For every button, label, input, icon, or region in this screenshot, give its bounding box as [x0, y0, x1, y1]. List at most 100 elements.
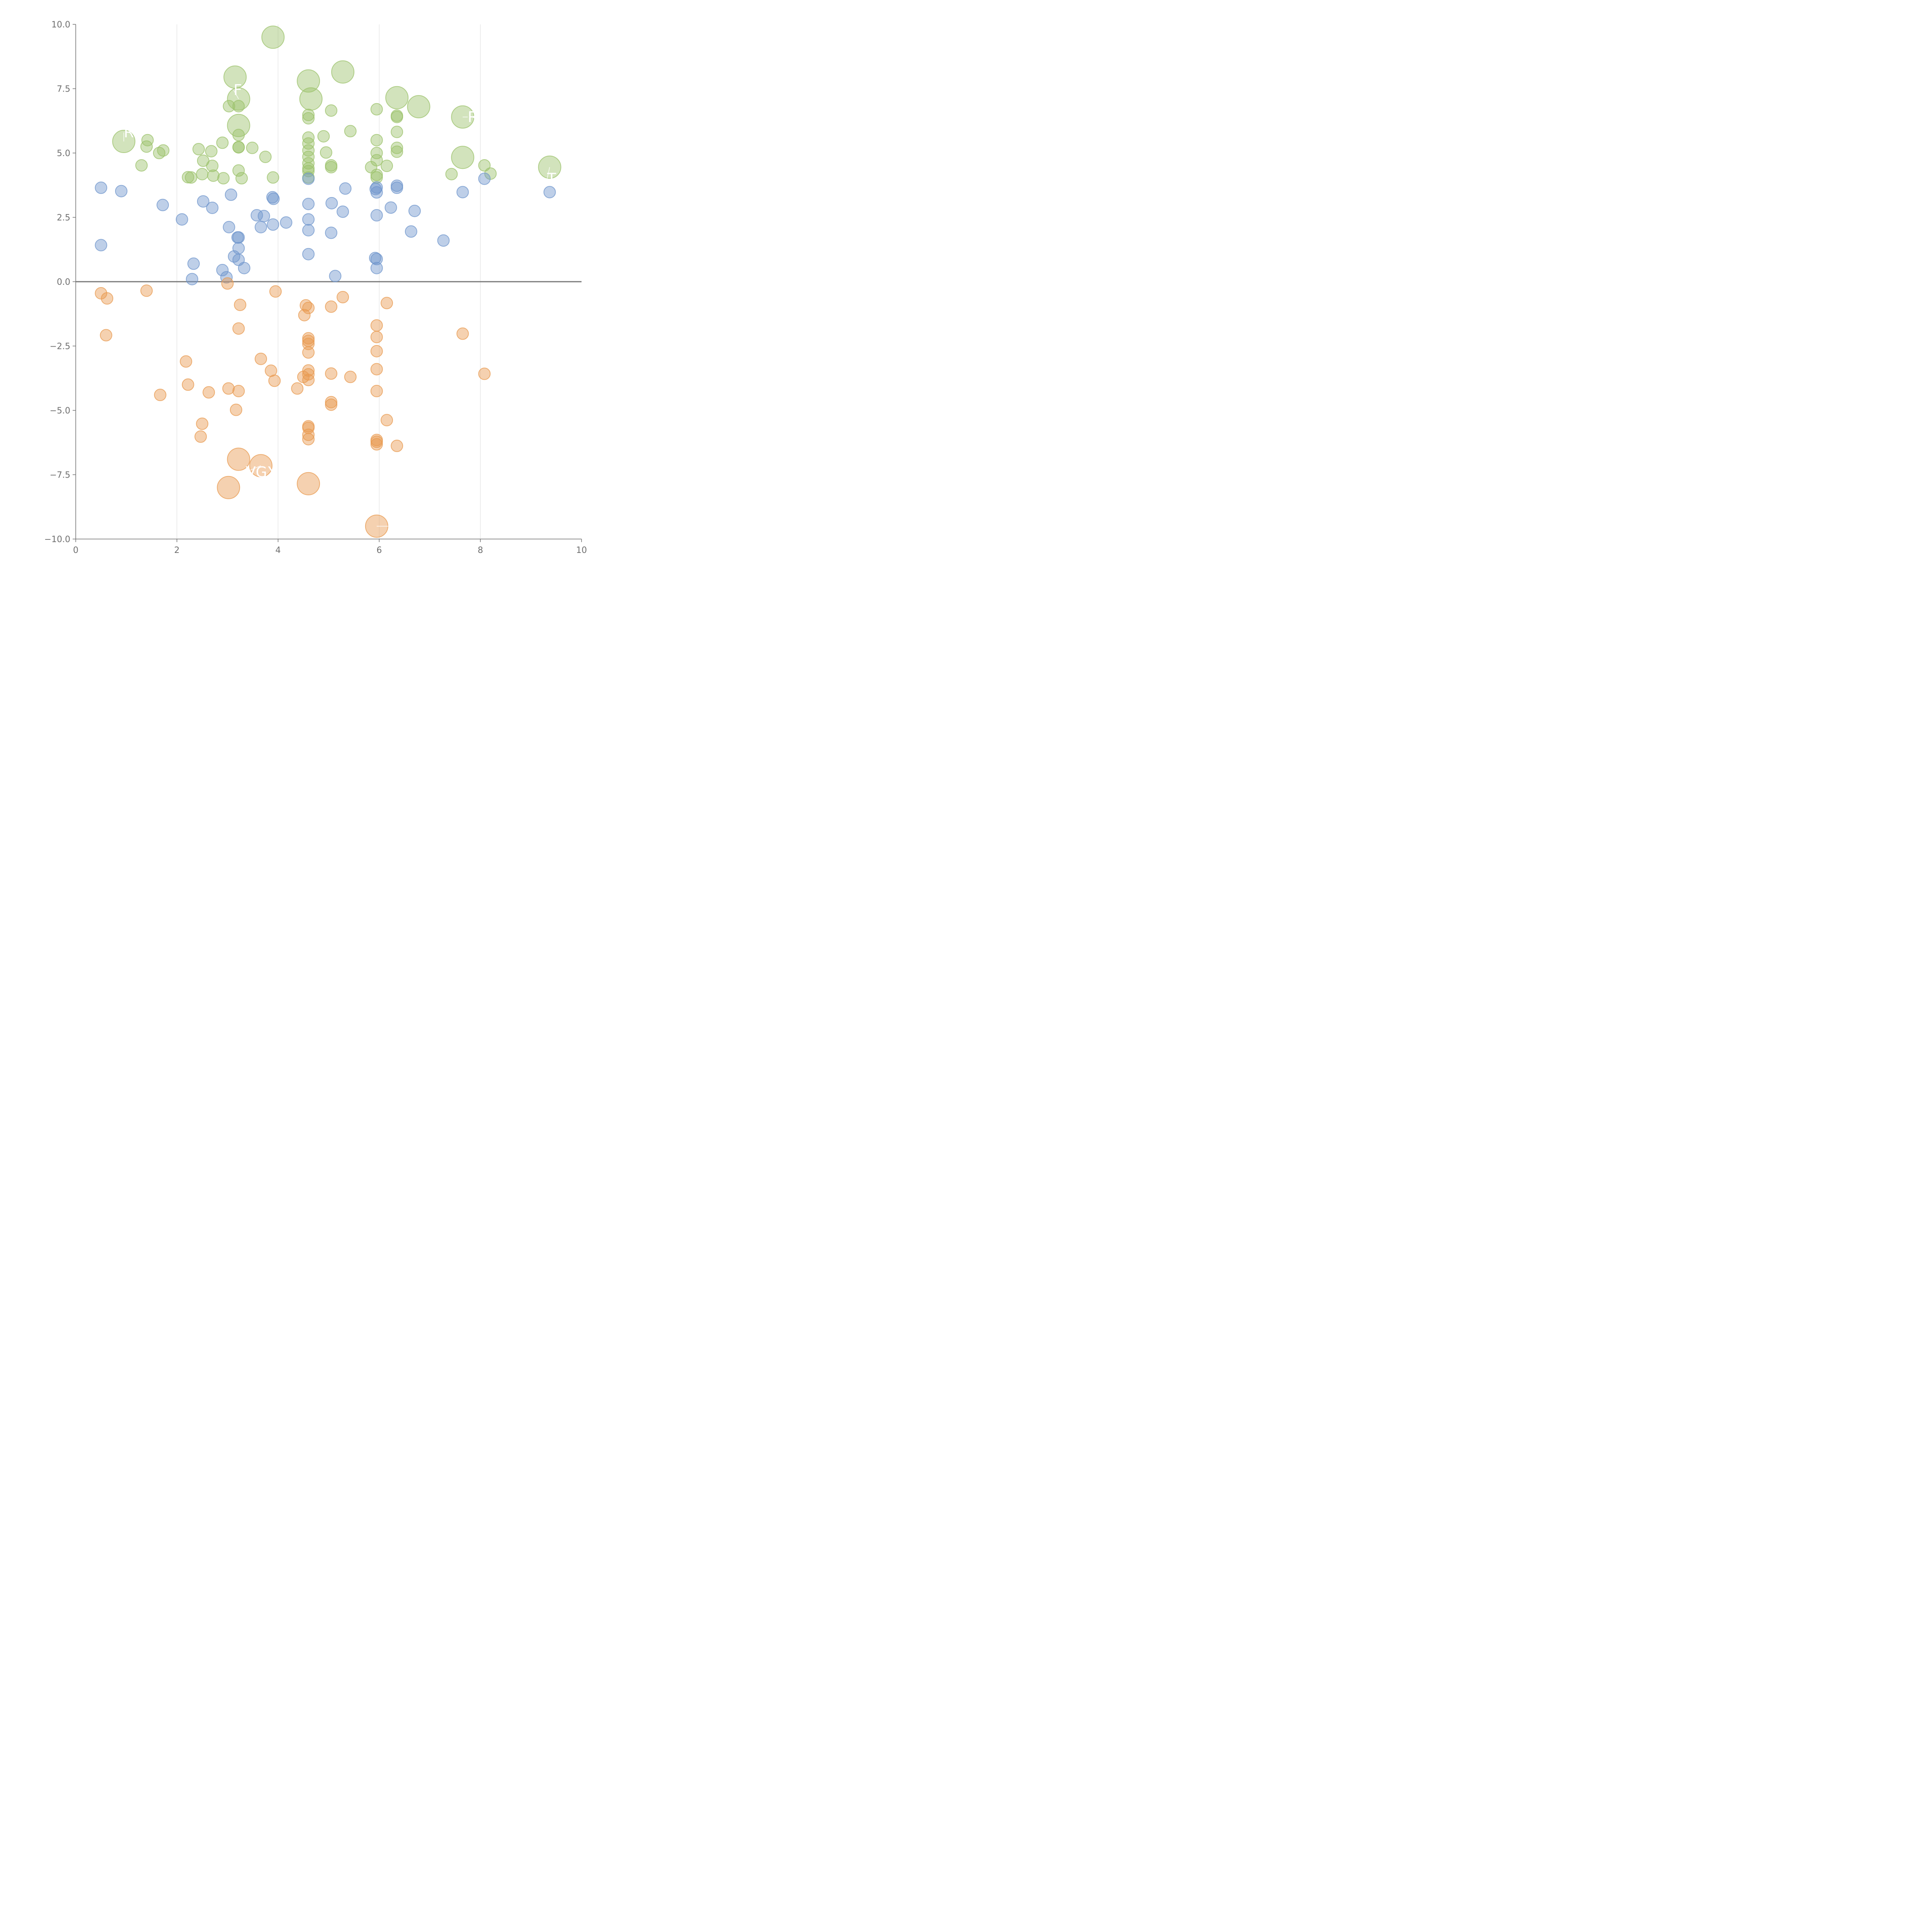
data-point-green-48 — [259, 150, 272, 163]
data-point-orange-50 — [302, 433, 315, 446]
data-point-green-24 — [232, 129, 245, 141]
data-point-blue-31 — [370, 262, 383, 274]
data-point-blue-30 — [370, 253, 383, 265]
x-tick-label: 0 — [73, 546, 78, 555]
data-point-orange-25 — [268, 374, 281, 387]
data-point-blue-7 — [223, 221, 235, 233]
data-point-orange-42 — [325, 396, 338, 408]
scatter-chart: 0 2 4 6 8 10 10.0 7.5 5.0 2.5 0.0 −2.5 −5.0 −7.5 −10.0… — [44, 20, 587, 555]
data-point-blue-3 — [175, 213, 188, 226]
data-point-green-5 — [299, 87, 323, 111]
data-point-blue-13 — [267, 218, 279, 231]
data-point-blue-20 — [325, 197, 338, 209]
data-point-orange-19 — [370, 331, 383, 344]
data-point-blue-18 — [302, 224, 315, 236]
x-tick-label: 10 — [576, 546, 587, 555]
data-point-green-9 — [227, 114, 250, 137]
data-point-orange-38 — [344, 371, 357, 383]
data-point-green-64 — [381, 160, 393, 172]
annotation-leader-3 — [547, 167, 550, 179]
data-point-green-58 — [325, 161, 338, 173]
data-point-orange-49 — [302, 429, 315, 441]
axes: 0 2 4 6 8 10 10.0 7.5 5.0 2.5 0.0 −2.5 −5.0 −7.5 −10.0 — [44, 20, 587, 555]
data-point-green-68 — [478, 159, 491, 172]
data-points — [95, 26, 561, 538]
data-point-orange-39 — [370, 363, 383, 376]
data-point-green-42 — [207, 169, 220, 182]
data-point-green-61 — [370, 154, 383, 167]
annotation-leader-4 — [245, 465, 261, 473]
data-point-blue-28 — [370, 209, 383, 222]
data-point-blue-36 — [405, 225, 417, 238]
data-point-green-46 — [232, 164, 245, 177]
data-point-green-6 — [385, 86, 409, 109]
data-point-blue-24 — [329, 270, 342, 282]
data-point-green-37 — [232, 141, 245, 154]
data-point-green-29 — [140, 140, 153, 153]
data-point-green-38 — [246, 141, 259, 154]
data-point-green-27 — [302, 137, 315, 150]
data-point-orange-55 — [227, 447, 250, 471]
data-point-blue-23 — [337, 205, 349, 218]
data-point-orange-54 — [391, 439, 403, 452]
data-point-orange-27 — [154, 389, 167, 401]
data-point-green-62 — [370, 168, 383, 181]
data-point-green-7 — [407, 95, 430, 119]
data-point-orange-30 — [232, 385, 245, 398]
data-point-green-20 — [391, 111, 403, 123]
data-point-orange-1 — [101, 292, 114, 305]
data-point-green-16 — [302, 112, 315, 125]
data-point-green-13 — [223, 100, 235, 112]
point-labels: R F R T VGX C — [123, 82, 556, 535]
data-point-green-17 — [325, 104, 338, 117]
y-tick-label: −7.5 — [50, 471, 70, 480]
data-point-green-47 — [235, 172, 248, 185]
data-point-blue-1 — [115, 185, 128, 197]
y-tick-label: 7.5 — [57, 85, 70, 94]
data-point-blue-38 — [456, 186, 469, 199]
data-point-blue-26 — [370, 181, 383, 194]
data-point-orange-2 — [140, 284, 153, 297]
data-point-green-53 — [302, 162, 315, 175]
data-point-green-0 — [261, 26, 285, 49]
annotation-label: R — [468, 109, 478, 126]
data-point-blue-37 — [437, 234, 450, 247]
y-tick-label: −2.5 — [50, 342, 70, 352]
data-point-blue-19 — [302, 248, 315, 260]
data-point-green-33 — [192, 143, 205, 156]
data-point-blue-27 — [370, 186, 383, 199]
data-point-orange-45 — [196, 417, 209, 430]
data-point-orange-9 — [302, 301, 315, 314]
data-point-orange-7 — [269, 285, 282, 298]
data-point-orange-14 — [370, 319, 383, 332]
data-point-orange-22 — [180, 355, 192, 368]
data-point-blue-4 — [197, 195, 209, 208]
data-point-green-2 — [297, 69, 320, 93]
data-point-blue-48 — [187, 257, 200, 270]
y-tick-label: −5.0 — [50, 406, 70, 416]
y-tick-label: −10.0 — [44, 535, 70, 544]
data-point-blue-34 — [384, 201, 397, 214]
data-point-green-11 — [451, 146, 474, 169]
data-point-orange-11 — [325, 300, 338, 313]
data-point-green-26 — [370, 134, 383, 146]
x-tick-label: 8 — [478, 546, 483, 555]
data-point-green-35 — [216, 136, 229, 149]
data-point-orange-23 — [255, 352, 267, 365]
data-point-blue-47 — [238, 262, 250, 274]
data-point-orange-20 — [370, 345, 383, 357]
data-point-blue-9 — [257, 210, 270, 223]
data-point-blue-14 — [280, 216, 293, 229]
data-point-green-56 — [320, 146, 332, 159]
annotation-label: F — [233, 82, 242, 99]
data-point-blue-5 — [206, 201, 219, 214]
data-point-orange-36 — [302, 374, 315, 386]
annotation-label: T — [547, 170, 556, 187]
x-tick-label: 6 — [376, 546, 382, 555]
data-point-blue-40 — [543, 186, 556, 199]
annotation-leader-1 — [233, 90, 239, 99]
data-point-orange-3 — [100, 329, 112, 342]
data-point-orange-17 — [302, 338, 315, 350]
data-point-orange-41 — [478, 367, 491, 380]
data-point-orange-58 — [297, 472, 320, 495]
